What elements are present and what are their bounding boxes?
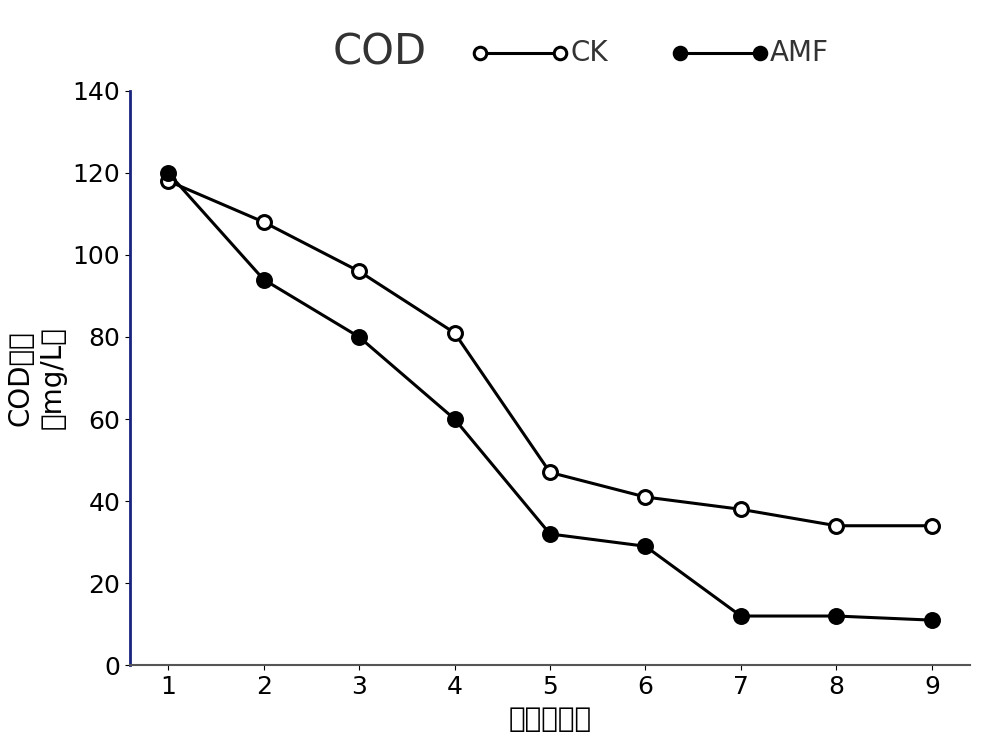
AMF bbox=[639, 542, 651, 551]
Text: CK: CK bbox=[570, 39, 608, 67]
CK bbox=[544, 468, 556, 477]
AMF bbox=[735, 612, 747, 621]
Line: AMF: AMF bbox=[161, 166, 939, 627]
AMF bbox=[449, 414, 461, 423]
AMF bbox=[353, 333, 365, 342]
CK bbox=[639, 492, 651, 501]
CK bbox=[735, 505, 747, 514]
CK bbox=[162, 176, 174, 185]
X-axis label: 时间（天）: 时间（天） bbox=[508, 705, 592, 733]
Line: CK: CK bbox=[161, 174, 939, 533]
AMF bbox=[162, 169, 174, 178]
CK bbox=[258, 218, 270, 227]
CK bbox=[353, 267, 365, 276]
AMF bbox=[830, 612, 842, 621]
AMF bbox=[544, 529, 556, 538]
AMF bbox=[258, 275, 270, 284]
Y-axis label: COD浓度
（mg/L）: COD浓度 （mg/L） bbox=[7, 327, 67, 429]
AMF bbox=[926, 615, 938, 624]
CK bbox=[449, 328, 461, 337]
CK bbox=[926, 521, 938, 530]
Text: COD: COD bbox=[333, 32, 427, 74]
CK bbox=[830, 521, 842, 530]
Text: AMF: AMF bbox=[770, 39, 829, 67]
